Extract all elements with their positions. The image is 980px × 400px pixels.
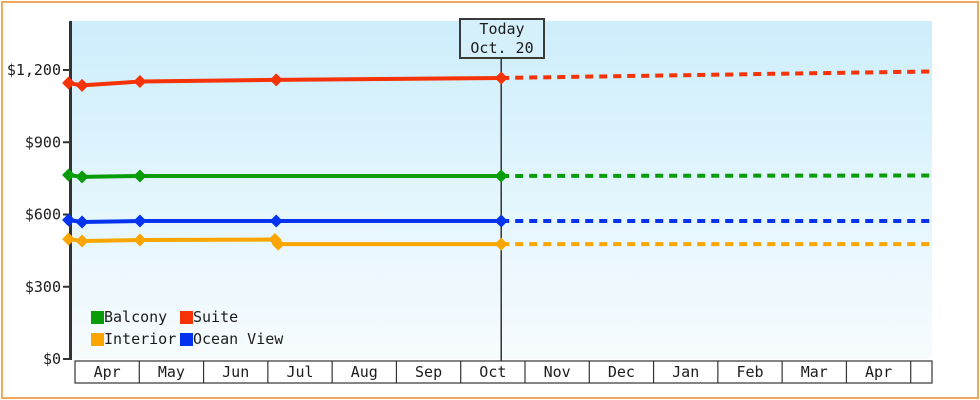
y-axis: $0 $300 $600 $900 $1,200	[7, 21, 72, 368]
data-point-marker	[271, 237, 285, 251]
data-point-marker	[75, 170, 89, 184]
data-point-marker	[62, 213, 76, 227]
data-point-marker	[62, 76, 76, 90]
series-balcony	[62, 168, 933, 184]
month-label: Oct	[479, 363, 506, 381]
y-tick-label: $900	[25, 133, 61, 151]
legend-swatch-suite	[180, 310, 193, 324]
data-point-marker	[269, 73, 283, 87]
legend-swatch-balcony	[91, 310, 104, 324]
legend-label-interior: Interior	[104, 330, 177, 348]
month-label: Sep	[415, 363, 442, 381]
data-point-marker	[133, 75, 147, 89]
data-point-marker	[133, 214, 147, 228]
month-label: May	[158, 363, 185, 381]
legend-label-balcony: Balcony	[104, 308, 168, 326]
legend-swatch-interior	[91, 332, 104, 346]
legend-label-ocean-view: Ocean View	[193, 330, 284, 348]
chart-legend: Balcony Suite Interior Ocean View	[91, 308, 284, 354]
data-point-marker	[494, 169, 508, 183]
series-ocean-view	[62, 213, 932, 229]
data-point-marker	[494, 237, 508, 251]
month-label: Jan	[672, 363, 699, 381]
series-suite	[62, 69, 933, 92]
data-point-marker	[75, 215, 89, 229]
x-axis-month-row: Apr May Jun Jul Aug Sep Oct Nov Dec Jan Feb Mar Apr	[74, 360, 933, 384]
month-label: Dec	[608, 363, 635, 381]
legend-label-suite: Suite	[193, 308, 239, 326]
y-tick-label: $300	[25, 278, 61, 296]
legend-item-suite: Suite	[180, 308, 283, 326]
series-interior	[62, 232, 932, 251]
legend-swatch-ocean-view	[180, 332, 193, 346]
month-label: Nov	[544, 363, 571, 381]
y-tick-label: $600	[25, 206, 61, 224]
month-label: Feb	[736, 363, 763, 381]
month-label: Jul	[286, 363, 313, 381]
data-point-marker	[62, 168, 76, 182]
data-point-marker	[75, 234, 89, 248]
data-point-marker	[494, 214, 508, 228]
y-tick-label: $0	[43, 350, 61, 368]
today-marker-box: Today Oct. 20	[459, 18, 545, 59]
month-label: Apr	[94, 363, 121, 381]
legend-item-ocean-view: Ocean View	[180, 330, 284, 348]
legend-item-interior: Interior	[91, 330, 180, 348]
legend-item-balcony: Balcony	[91, 308, 180, 326]
data-point-marker	[133, 233, 147, 247]
month-label: Aug	[351, 363, 378, 381]
month-label: Jun	[222, 363, 249, 381]
data-point-marker	[494, 71, 508, 85]
data-point-marker	[62, 232, 76, 246]
today-label: Today	[479, 19, 525, 38]
data-point-marker	[75, 78, 89, 92]
y-tick-label: $1,200	[7, 61, 61, 79]
data-point-marker	[269, 214, 283, 228]
data-point-marker	[133, 169, 147, 183]
month-label: Apr	[865, 363, 892, 381]
month-label: Mar	[801, 363, 828, 381]
today-date: Oct. 20	[470, 38, 534, 57]
